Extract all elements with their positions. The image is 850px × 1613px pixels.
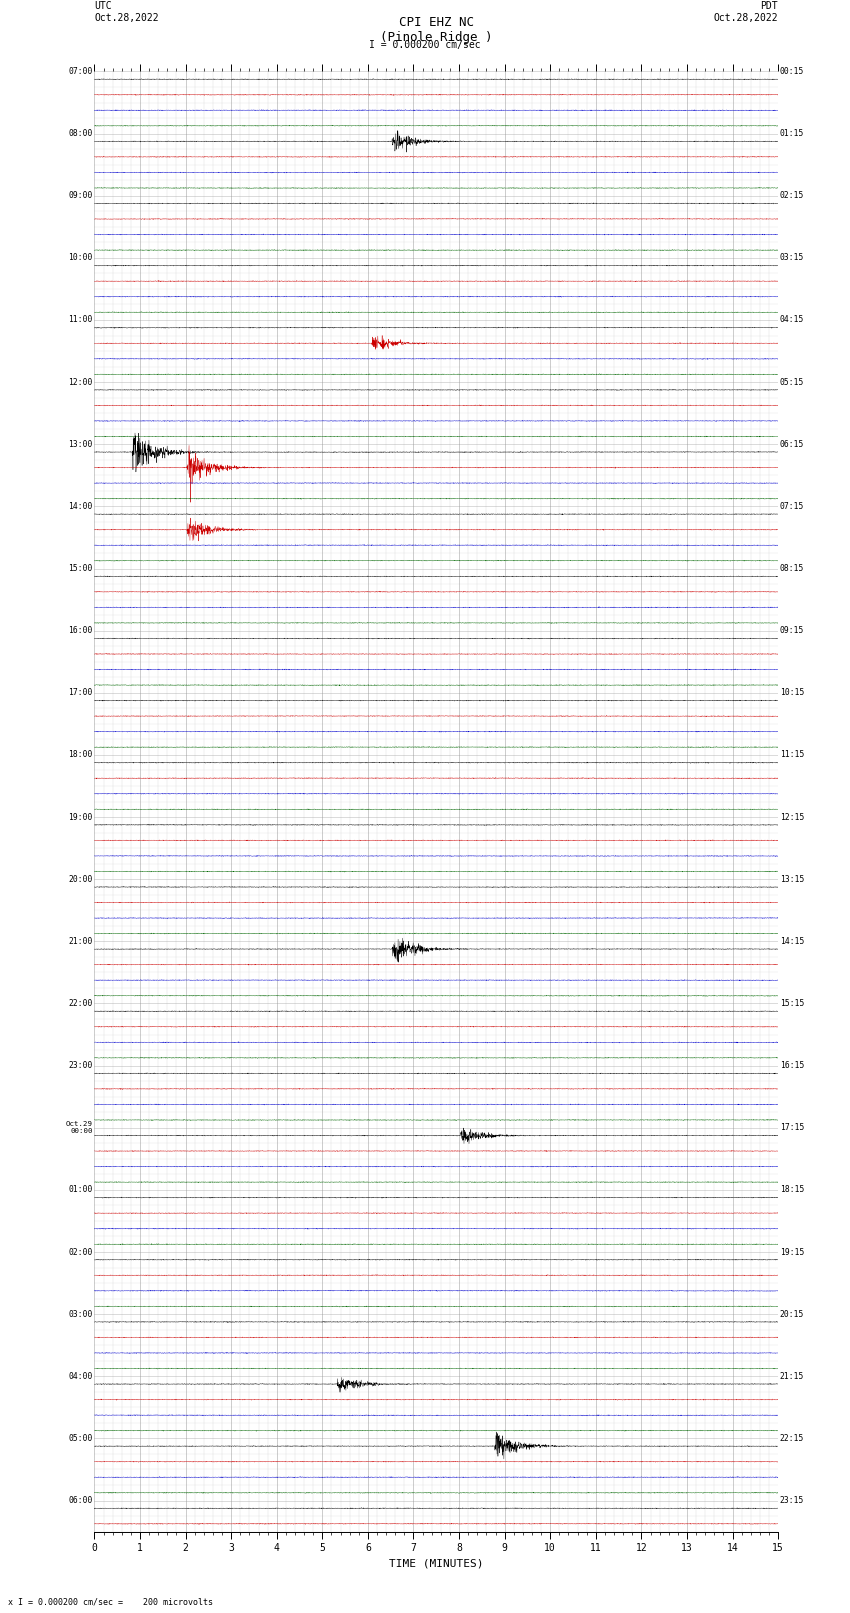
Text: 17:15: 17:15 bbox=[779, 1123, 804, 1132]
Text: 23:15: 23:15 bbox=[779, 1495, 804, 1505]
Text: 04:15: 04:15 bbox=[779, 316, 804, 324]
Text: 13:15: 13:15 bbox=[779, 874, 804, 884]
Text: 08:15: 08:15 bbox=[779, 565, 804, 573]
Text: PDT
Oct.28,2022: PDT Oct.28,2022 bbox=[713, 2, 778, 23]
Text: 11:15: 11:15 bbox=[779, 750, 804, 760]
Text: Oct.29
00:00: Oct.29 00:00 bbox=[65, 1121, 93, 1134]
Text: 08:00: 08:00 bbox=[68, 129, 93, 139]
Text: 14:15: 14:15 bbox=[779, 937, 804, 945]
Text: 06:00: 06:00 bbox=[68, 1495, 93, 1505]
Text: UTC
Oct.28,2022: UTC Oct.28,2022 bbox=[94, 2, 159, 23]
Text: I = 0.000200 cm/sec: I = 0.000200 cm/sec bbox=[369, 40, 481, 50]
Text: 21:00: 21:00 bbox=[68, 937, 93, 945]
Text: 15:15: 15:15 bbox=[779, 998, 804, 1008]
Text: 01:00: 01:00 bbox=[68, 1186, 93, 1194]
Text: 02:00: 02:00 bbox=[68, 1247, 93, 1257]
Text: 06:15: 06:15 bbox=[779, 440, 804, 448]
Text: 20:15: 20:15 bbox=[779, 1310, 804, 1319]
Text: 10:15: 10:15 bbox=[779, 689, 804, 697]
Text: 18:00: 18:00 bbox=[68, 750, 93, 760]
Text: 18:15: 18:15 bbox=[779, 1186, 804, 1194]
Text: 23:00: 23:00 bbox=[68, 1061, 93, 1069]
Text: 04:00: 04:00 bbox=[68, 1371, 93, 1381]
Title: CPI EHZ NC
(Pinole Ridge ): CPI EHZ NC (Pinole Ridge ) bbox=[380, 16, 492, 44]
Text: 16:15: 16:15 bbox=[779, 1061, 804, 1069]
Text: 05:00: 05:00 bbox=[68, 1434, 93, 1444]
Text: 07:00: 07:00 bbox=[68, 68, 93, 76]
Text: 22:15: 22:15 bbox=[779, 1434, 804, 1444]
Text: 14:00: 14:00 bbox=[68, 502, 93, 511]
Text: 15:00: 15:00 bbox=[68, 565, 93, 573]
X-axis label: TIME (MINUTES): TIME (MINUTES) bbox=[389, 1560, 484, 1569]
Text: 01:15: 01:15 bbox=[779, 129, 804, 139]
Text: 20:00: 20:00 bbox=[68, 874, 93, 884]
Text: 09:15: 09:15 bbox=[779, 626, 804, 636]
Text: 16:00: 16:00 bbox=[68, 626, 93, 636]
Text: 13:00: 13:00 bbox=[68, 440, 93, 448]
Text: 03:00: 03:00 bbox=[68, 1310, 93, 1319]
Text: 19:15: 19:15 bbox=[779, 1247, 804, 1257]
Text: 00:15: 00:15 bbox=[779, 68, 804, 76]
Text: 19:00: 19:00 bbox=[68, 813, 93, 821]
Text: x I = 0.000200 cm/sec =    200 microvolts: x I = 0.000200 cm/sec = 200 microvolts bbox=[8, 1597, 213, 1607]
Text: 07:15: 07:15 bbox=[779, 502, 804, 511]
Text: 17:00: 17:00 bbox=[68, 689, 93, 697]
Text: 02:15: 02:15 bbox=[779, 192, 804, 200]
Text: 05:15: 05:15 bbox=[779, 377, 804, 387]
Text: 12:00: 12:00 bbox=[68, 377, 93, 387]
Text: 11:00: 11:00 bbox=[68, 316, 93, 324]
Text: 21:15: 21:15 bbox=[779, 1371, 804, 1381]
Text: 12:15: 12:15 bbox=[779, 813, 804, 821]
Text: 03:15: 03:15 bbox=[779, 253, 804, 263]
Text: 09:00: 09:00 bbox=[68, 192, 93, 200]
Text: 10:00: 10:00 bbox=[68, 253, 93, 263]
Text: 22:00: 22:00 bbox=[68, 998, 93, 1008]
